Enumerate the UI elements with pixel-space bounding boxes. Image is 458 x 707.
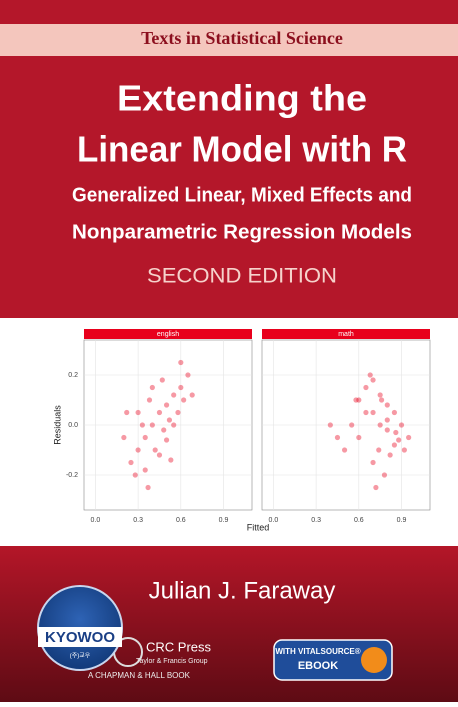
- point: [370, 459, 376, 466]
- point: [327, 422, 333, 428]
- strip-label: math: [338, 331, 354, 338]
- point: [128, 459, 134, 466]
- point: [387, 452, 393, 458]
- sticker-name: KYOWOO: [45, 629, 115, 646]
- point: [384, 402, 390, 408]
- point: [353, 397, 359, 403]
- y-tick-label: -0.2: [66, 472, 78, 479]
- point: [398, 422, 405, 428]
- point: [161, 427, 167, 433]
- x-tick-label: 0.9: [397, 517, 407, 524]
- point: [377, 422, 383, 428]
- point: [156, 409, 163, 416]
- point: [391, 409, 398, 416]
- point: [149, 422, 155, 428]
- point: [334, 434, 341, 441]
- badge-icon: [361, 647, 387, 673]
- point: [384, 427, 390, 433]
- point: [159, 377, 165, 383]
- y-tick-label: 0.0: [68, 422, 78, 429]
- point: [135, 409, 141, 416]
- point: [178, 384, 184, 391]
- point: [373, 484, 379, 491]
- point: [349, 422, 355, 428]
- x-tick-label: 0.0: [269, 517, 279, 524]
- title-line: Linear Model with R: [77, 129, 407, 170]
- point: [178, 359, 184, 366]
- chart: english 0.0 0.3 0.6 0.9 -0.2 0.0 0.2 math 0.0 0.3 0…: [52, 329, 431, 532]
- x-tick-label: 0.6: [354, 517, 364, 524]
- point: [401, 447, 407, 453]
- point: [356, 434, 362, 441]
- point: [132, 472, 138, 478]
- point: [381, 472, 388, 478]
- x-tick-label: 0.3: [311, 517, 321, 524]
- point: [384, 417, 390, 423]
- point: [145, 484, 151, 491]
- ebook-badge: [273, 639, 393, 681]
- publisher-imprint: A CHAPMAN & HALL BOOK: [88, 671, 191, 680]
- x-tick-label: 0.6: [176, 517, 186, 524]
- point: [121, 434, 127, 441]
- series-name: Texts in Statistical Science: [141, 28, 343, 48]
- strip-label: english: [157, 331, 179, 338]
- subtitle-line: Generalized Linear, Mixed Effects and: [72, 184, 412, 206]
- x-axis-label: Fitted: [247, 522, 270, 532]
- point: [163, 437, 170, 443]
- x-tick-label: 0.0: [91, 517, 101, 524]
- point: [378, 397, 385, 403]
- sticker-band: [38, 627, 122, 647]
- publisher-name: CRC Press: [146, 639, 212, 654]
- point: [376, 447, 382, 453]
- y-tick-label: 0.2: [68, 372, 78, 379]
- subtitle-line: Nonparametric Regression Models: [72, 221, 412, 243]
- y-axis-label: Residuals: [52, 405, 62, 445]
- point: [139, 422, 145, 428]
- point: [142, 467, 148, 473]
- point: [175, 409, 181, 416]
- badge-line: EBOOK: [298, 660, 338, 672]
- title-line: Extending the: [117, 78, 367, 119]
- author: Julian J. Faraway: [149, 577, 336, 604]
- strip: [84, 329, 252, 339]
- point: [135, 447, 141, 453]
- badge-line: WITH VITALSOURCE®: [275, 647, 360, 656]
- point: [363, 384, 369, 391]
- point: [146, 397, 153, 403]
- x-tick-label: 0.9: [219, 517, 229, 524]
- strip: [262, 329, 430, 339]
- point: [391, 442, 398, 448]
- point: [185, 372, 191, 378]
- point: [152, 447, 158, 453]
- x-tick-label: 0.3: [133, 517, 143, 524]
- point: [124, 409, 130, 416]
- point: [377, 392, 383, 398]
- point: [171, 392, 177, 398]
- point: [370, 409, 376, 416]
- point: [171, 422, 177, 428]
- point: [406, 434, 412, 441]
- series-band: [0, 24, 458, 56]
- sticker-korean: (주)교우: [70, 653, 91, 660]
- point: [189, 392, 195, 398]
- point: [181, 397, 187, 403]
- point: [370, 377, 376, 383]
- point: [149, 384, 155, 391]
- point: [356, 397, 362, 403]
- point: [156, 452, 163, 458]
- point: [163, 402, 170, 408]
- edition: SECOND EDITION: [147, 265, 337, 288]
- publisher-group: Taylor & Francis Group: [136, 658, 208, 665]
- point: [393, 429, 399, 436]
- point: [363, 409, 369, 416]
- point: [166, 417, 173, 423]
- point: [396, 437, 402, 443]
- point: [168, 457, 174, 463]
- point: [341, 447, 348, 453]
- point: [367, 372, 373, 378]
- point: [142, 434, 148, 441]
